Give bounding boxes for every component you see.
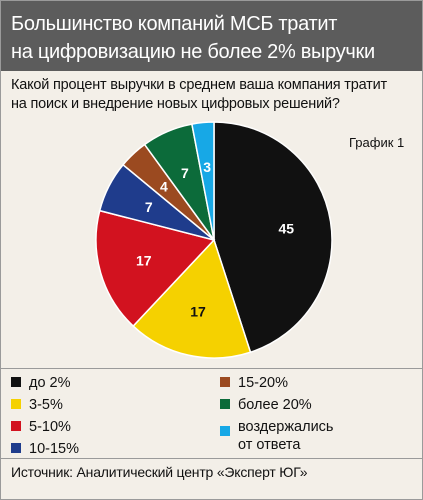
pie-data-label-10-15: 7 [145,199,153,215]
legend-item-10-15: 10-15% [11,440,79,458]
title-line-2: на цифровизацию не более 2% выручки [11,41,375,63]
legend-item-bolee-20: более 20% [220,396,312,414]
question-line-2: на поиск и внедрение новых цифровых реше… [11,96,340,112]
legend-label: более 20% [238,397,312,414]
survey-question: Какой процент выручки в среднем ваша ком… [11,76,411,114]
pie-data-label-bolee-20: 7 [181,165,189,181]
legend-top-divider [1,368,422,369]
legend-label: 10-15% [29,441,79,458]
legend-swatch [11,377,21,388]
pie-slice-3-5 [132,238,252,359]
legend-swatch [11,421,21,432]
legend-item-vozderzhalis: воздержались от ответа [220,418,334,454]
legend-item-15-20: 15-20% [220,374,288,392]
legend-label-line-1: воздержались [238,419,334,435]
source-top-divider [1,458,422,459]
legend-label: 15-20% [238,375,288,392]
legend-swatch [220,426,230,437]
legend: до 2% 3-5% 5-10% 10-15% 15-20% более 20%… [1,369,422,457]
pie-slice-5-10 [95,209,216,328]
pie-data-label-5-10: 17 [136,252,152,268]
pie-data-label-15-20: 4 [160,179,168,195]
pie-data-label-do-2: 45 [278,221,294,237]
pie-data-label-3-5: 17 [190,303,206,319]
question-line-1: Какой процент выручки в среднем ваша ком… [11,77,387,93]
chart-number-label: График 1 [349,135,405,150]
legend-item-3-5: 3-5% [11,396,63,414]
source-note: Источник: Аналитический центр «Эксперт Ю… [11,464,308,480]
pie-data-label-vozderzhalis: 3 [203,159,211,175]
header-banner: Большинство компаний МСБ тратит на цифро… [1,1,422,71]
pie-slice-do-2 [213,121,333,354]
legend-item-do-2: до 2% [11,374,71,392]
legend-swatch [220,377,230,388]
legend-item-5-10: 5-10% [11,418,71,436]
legend-swatch [220,399,230,410]
legend-label: 3-5% [29,397,63,414]
pie-slice-vozderzhalis [191,121,215,241]
legend-label-multiline: воздержались от ответа [238,418,334,454]
legend-swatch [11,443,21,454]
legend-label: до 2% [29,375,71,392]
legend-label-line-2: от ответа [238,437,301,453]
legend-label: 5-10% [29,419,71,436]
title-line-1: Большинство компаний МСБ тратит [11,13,338,35]
legend-swatch [11,399,21,410]
